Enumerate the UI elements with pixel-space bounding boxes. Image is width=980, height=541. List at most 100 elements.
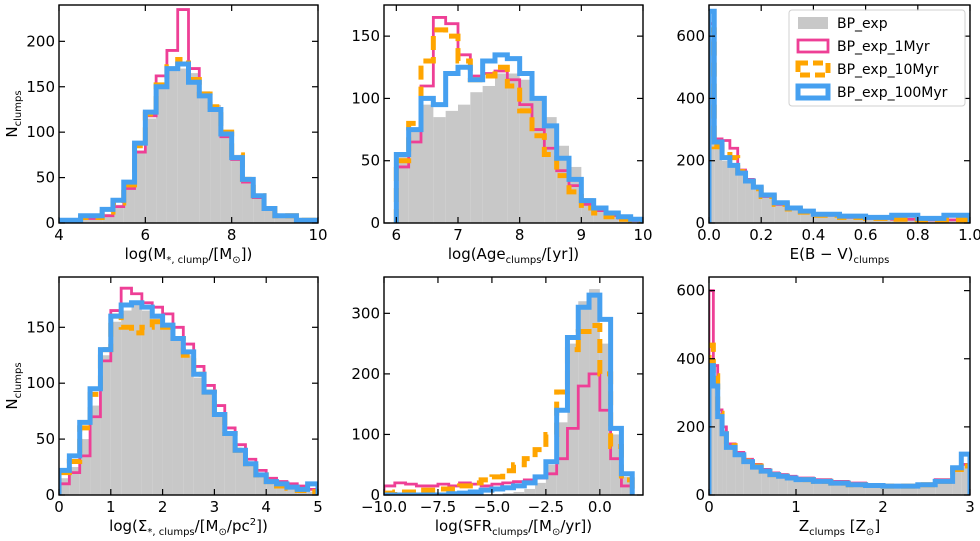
panel-bottom-middle: −10.0 −7.5 −5.0 −2.5 0.0 0 100 200 300 log(SFRclu…	[351, 276, 644, 538]
x-axis-label: log(Ageclumps​/[yr])	[448, 245, 579, 266]
bar-bp-exp	[235, 448, 246, 495]
axes-frame	[58, 276, 319, 496]
bar-bp-exp	[714, 145, 723, 223]
bar-bp-exp	[193, 377, 205, 495]
bar-bp-exp	[507, 73, 520, 223]
x-axis-label-post: /[M	[195, 517, 219, 535]
bar-bp-exp	[100, 355, 111, 495]
step-bp-exp-100myr	[59, 61, 318, 223]
y-tick-label: 200	[351, 365, 380, 383]
bar-bp-exp	[796, 479, 814, 495]
bar-bp-exp	[152, 316, 163, 495]
bar-bp-exp	[917, 484, 936, 495]
x-axis-label-pre: log(M	[125, 245, 167, 263]
y-axis-label-main: N	[3, 398, 21, 409]
step-bp-exp-100myr	[59, 300, 318, 495]
y-tick-label: 100	[26, 374, 55, 392]
x-axis-label: E(B − V)clumps​	[790, 245, 890, 266]
bar-bp-exp	[753, 188, 762, 223]
histogram-data	[709, 8, 970, 223]
x-axis-label-sun-sub: ⊙	[219, 527, 227, 538]
x-axis-label-post: [Z	[845, 517, 866, 535]
bar-bp-exp	[535, 482, 546, 495]
x-tick-label: −5.0	[474, 498, 510, 516]
x-tick-label: 0.0	[697, 226, 721, 244]
x-tick-label: 1.0	[958, 226, 980, 244]
bar-bp-exp	[735, 454, 744, 495]
bar-bp-exp	[231, 154, 243, 223]
bar-bp-exp	[214, 416, 225, 495]
x-tick-label: 6	[392, 226, 402, 244]
bar-bp-exp	[519, 79, 532, 223]
bar-bp-exp	[787, 208, 801, 223]
x-axis-label-post: /[M	[528, 517, 552, 535]
bar-bp-exp	[737, 173, 746, 223]
bar-bp-exp	[745, 182, 754, 223]
step-bp-exp-100myr	[709, 8, 970, 223]
x-axis-label-sun-sub: ⊙	[232, 255, 240, 266]
bar-bp-exp	[224, 433, 236, 495]
bar-bp-exp	[769, 474, 779, 495]
bar-bp-exp	[495, 73, 508, 223]
bar-bp-exp	[156, 86, 167, 223]
bar-bp-exp	[80, 218, 103, 223]
bar-bp-exp	[90, 405, 101, 495]
bar-bp-exp	[166, 68, 178, 223]
legend-handle-bp-exp-1myr	[796, 38, 830, 54]
axes-frame	[383, 4, 644, 224]
bar-bp-exp	[787, 477, 796, 495]
bar-bp-exp	[830, 483, 849, 495]
x-axis-label-sun-sub: ⊙	[552, 527, 560, 538]
bar-bp-exp	[433, 117, 446, 223]
axes-frame	[58, 4, 319, 224]
step-bp-exp-10myr	[384, 322, 635, 495]
bar-bp-exp	[848, 484, 866, 495]
x-axis-label-sup: 2	[250, 517, 256, 528]
bar-bp-exp	[286, 488, 298, 495]
x-tick-label: 0.4	[801, 226, 825, 244]
y-tick-label: 600	[676, 27, 705, 45]
bar-bp-exp	[839, 217, 866, 223]
bar-bp-exp	[865, 485, 883, 495]
bar-bp-exp	[917, 219, 944, 223]
bar-bp-exp	[112, 204, 124, 223]
x-axis-label-end: /pc	[227, 517, 250, 535]
bar-bp-exp	[445, 110, 458, 223]
y-tick-label: 100	[26, 123, 55, 141]
y-tick-label: 50	[36, 169, 55, 187]
bar-bp-exp	[470, 92, 483, 223]
y-tick-label: 0	[45, 486, 55, 504]
bar-bp-exp	[743, 460, 753, 495]
bar-bp-exp	[761, 471, 770, 495]
bar-bp-exp	[556, 145, 569, 223]
x-axis-label-pre: Z	[799, 517, 809, 535]
y-tick-label: 400	[676, 89, 705, 107]
bar-bp-exp	[220, 132, 232, 223]
legend-handle-bp-exp-100myr	[795, 83, 831, 101]
bar-bp-exp	[578, 301, 590, 495]
y-tick-label: 400	[676, 350, 705, 368]
bar-bp-exp	[544, 117, 557, 223]
x-axis-label-sub: clumps	[853, 255, 889, 266]
x-axis-label: log(SFRclumps​/[M⊙​/yr])	[435, 517, 592, 538]
legend-frame	[788, 9, 966, 107]
bar-bp-exp	[722, 160, 730, 223]
x-axis-label-sun-sub: ⊙	[866, 527, 874, 538]
bar-bp-exp	[567, 343, 579, 495]
x-axis-label-post: /[yr])	[542, 245, 580, 263]
panel-top-right: 0.0 0.2 0.4 0.6 0.8 1.0 0 200 400 600 E(B − V)clum…	[676, 4, 980, 266]
y-tick-label: 50	[361, 152, 380, 170]
histogram-data	[709, 289, 970, 495]
bar-bp-exp	[274, 215, 297, 223]
x-tick-label: 0.8	[906, 226, 930, 244]
bar-bp-exp	[709, 39, 715, 223]
y-tick-label: 600	[676, 282, 705, 300]
x-tick-label: 10	[308, 226, 327, 244]
bar-bp-exp	[482, 85, 495, 223]
bar-bp-exp	[421, 104, 434, 223]
legend-handle-bp-exp-10myr	[795, 60, 831, 78]
bar-bp-exp	[59, 478, 70, 495]
bar-bp-exp	[610, 434, 622, 495]
bar-bp-exp	[172, 338, 184, 495]
